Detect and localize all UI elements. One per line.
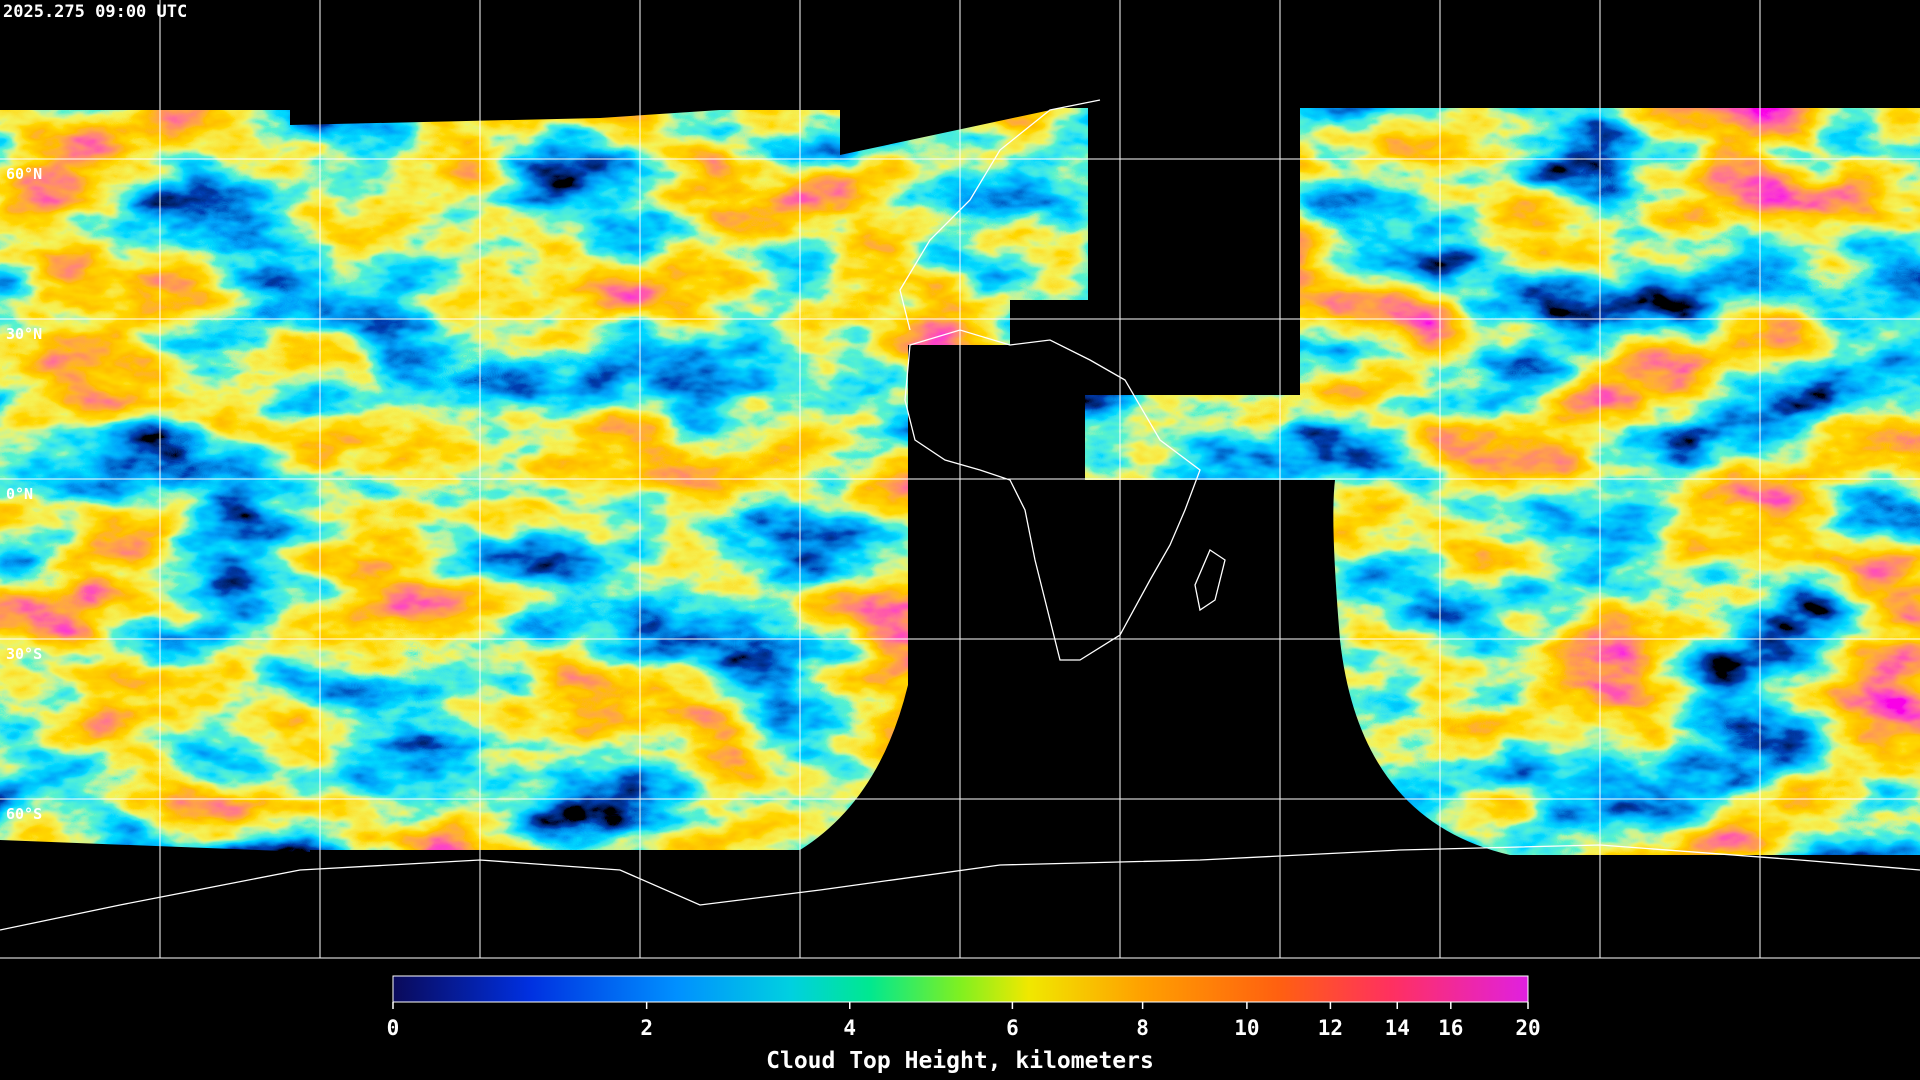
timestamp: 2025.275 09:00 UTC — [3, 2, 187, 22]
colorbar-tick-label: 0 — [387, 1016, 400, 1040]
madagascar-coast — [1194, 549, 1226, 612]
colorbar-tick-label: 6 — [1006, 1016, 1019, 1040]
latitude-label: 60°N — [6, 165, 42, 183]
latitude-label: 0°N — [6, 485, 33, 503]
colorbar-tick-label: 12 — [1318, 1016, 1343, 1040]
colorbar-tick-label: 16 — [1438, 1016, 1463, 1040]
colorbar-tick-label: 4 — [843, 1016, 856, 1040]
colorbar-tick-label: 8 — [1136, 1016, 1149, 1040]
colorbar-tick-label: 10 — [1234, 1016, 1259, 1040]
latitude-label: 60°S — [6, 805, 42, 823]
europe-coast — [899, 99, 1101, 331]
colorbar-tick-label: 20 — [1515, 1016, 1540, 1040]
colorbar — [392, 975, 1529, 1003]
latitude-label: 30°N — [6, 325, 42, 343]
colorbar-tick-label: 14 — [1385, 1016, 1410, 1040]
colorbar-tick-label: 2 — [640, 1016, 653, 1040]
latitude-label: 30°S — [6, 645, 42, 663]
graticule — [0, 0, 1920, 958]
colorbar-label: Cloud Top Height, kilometers — [766, 1048, 1154, 1074]
